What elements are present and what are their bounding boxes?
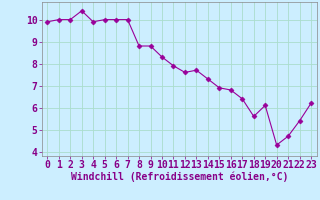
X-axis label: Windchill (Refroidissement éolien,°C): Windchill (Refroidissement éolien,°C) bbox=[70, 172, 288, 182]
